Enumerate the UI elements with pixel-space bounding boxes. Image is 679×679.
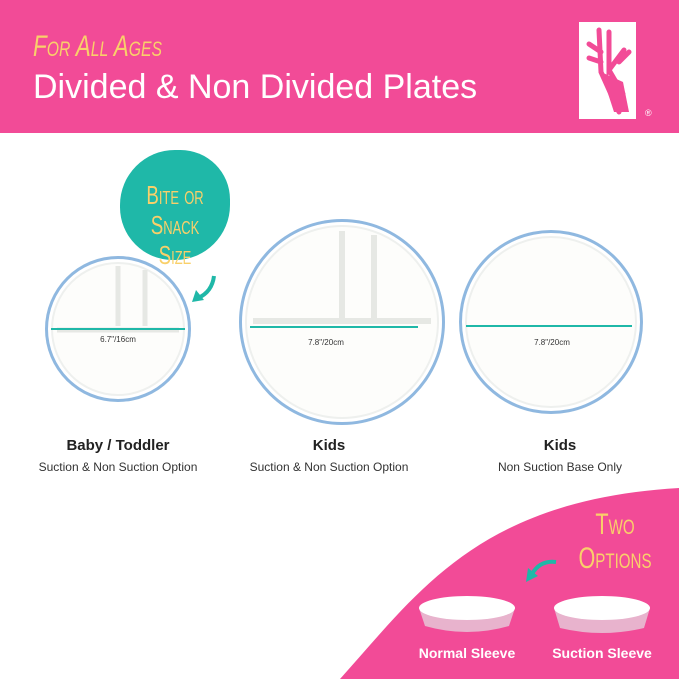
page-title: Divided & Non Divided Plates [33, 68, 478, 106]
plate-kids-divided [239, 219, 445, 425]
arrow-icon [192, 275, 216, 302]
plate-caption: Kids Suction & Non Suction Option [219, 437, 439, 474]
plate-kids-non-divided [459, 230, 643, 414]
deer-antler-logo [579, 22, 636, 119]
eyebrow-text: For All Ages [33, 30, 162, 63]
plate-name: Kids [312, 437, 346, 454]
registered-mark: ® [645, 108, 652, 118]
diameter-label: 6.7"/16cm [100, 335, 136, 344]
snack-size-callout [120, 150, 230, 260]
diameter-label: 7.8"/20cm [308, 338, 344, 347]
diameter-line [466, 325, 632, 327]
callout-line: Bite or [146, 180, 204, 210]
plate-caption: Kids Non Suction Base Only [450, 437, 670, 474]
options-title: Two Options [575, 508, 654, 576]
suction-sleeve-image [554, 596, 650, 633]
callout-text: Bite or Snack Size [134, 180, 216, 270]
sleeve-label: Normal Sleeve [418, 645, 516, 661]
diameter-label: 7.8"/20cm [534, 338, 570, 347]
plate-option: Suction & Non Suction Option [38, 460, 198, 474]
sleeve-label: Suction Sleeve [552, 645, 652, 661]
options-title-line: Two [595, 508, 635, 541]
plate-name: Kids [543, 437, 577, 454]
normal-sleeve-image [419, 596, 515, 632]
plate-caption: Baby / Toddler Suction & Non Suction Opti… [8, 437, 228, 474]
plate-name: Baby / Toddler [66, 437, 170, 454]
diameter-line [250, 326, 418, 328]
arrow-icon [526, 559, 557, 582]
header-banner [0, 0, 679, 133]
options-title-line: Options [578, 542, 652, 575]
callout-line: Snack Size [150, 210, 200, 270]
plate-option: Non Suction Base Only [497, 460, 623, 474]
plate-option: Suction & Non Suction Option [249, 460, 409, 474]
diameter-line [51, 328, 185, 330]
